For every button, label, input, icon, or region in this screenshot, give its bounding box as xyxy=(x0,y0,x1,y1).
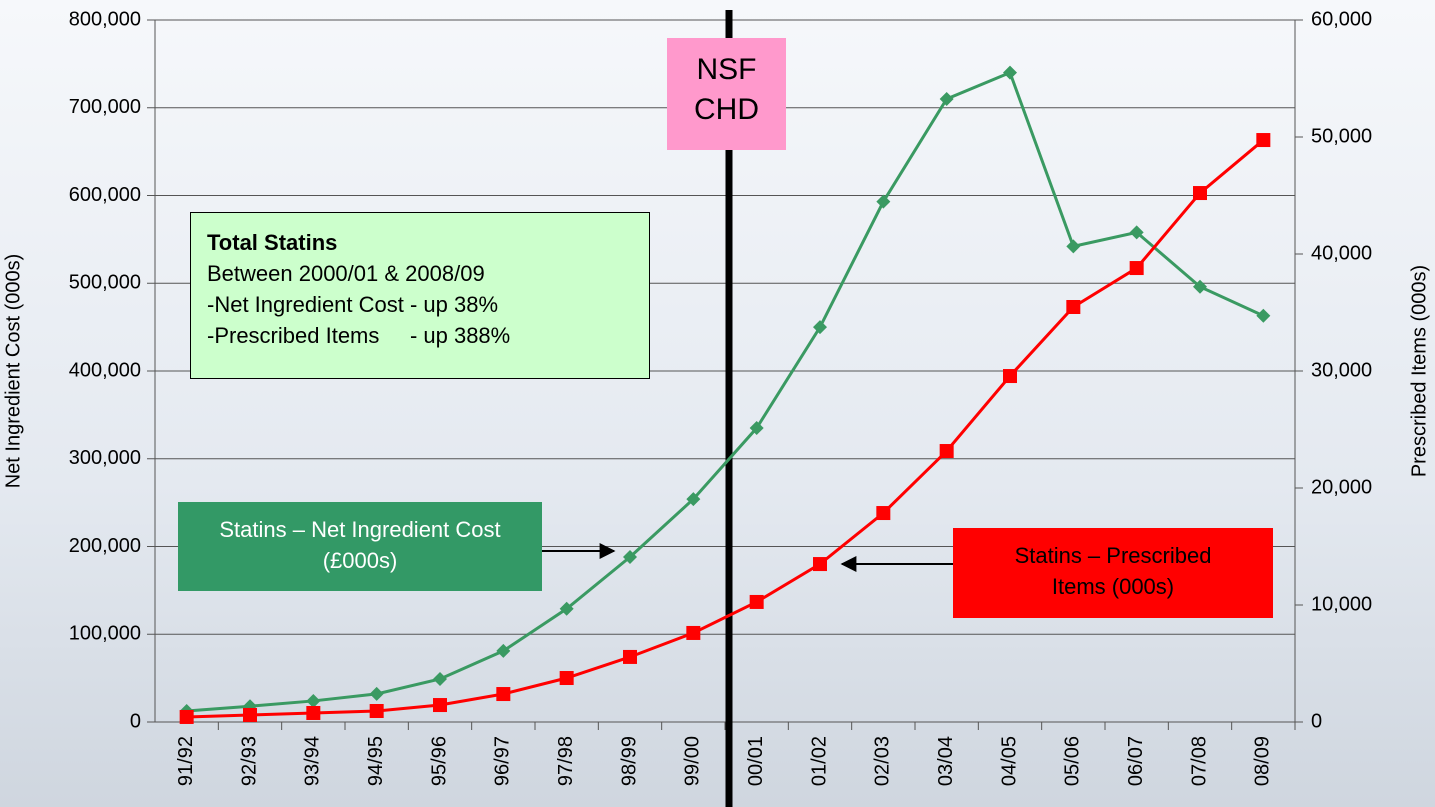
x-tick-label: 92/93 xyxy=(238,736,260,786)
point xyxy=(433,698,447,713)
info-box: Total Statins Between 2000/01 & 2008/09 … xyxy=(190,212,650,379)
info-title: Total Statins xyxy=(207,230,338,255)
point xyxy=(306,693,321,708)
point xyxy=(179,709,194,724)
x-tick-label: 03/04 xyxy=(935,736,957,786)
point xyxy=(623,550,637,565)
x-tick-label: 96/97 xyxy=(492,736,514,786)
y-tick-label: 700,000 xyxy=(69,96,141,118)
point xyxy=(306,705,321,720)
point xyxy=(496,643,511,658)
series-line xyxy=(186,70,1264,713)
point xyxy=(1256,133,1271,148)
x-tick-label: 01/02 xyxy=(808,736,830,786)
y-tick-label: 0 xyxy=(130,710,141,732)
y2-tick-label: 50,000 xyxy=(1311,125,1372,147)
x-tick-label: 93/94 xyxy=(302,736,324,786)
x-tick-label: 06/07 xyxy=(1125,736,1147,786)
nsf-chd-label: NSF CHD xyxy=(667,38,786,150)
point xyxy=(1066,300,1081,315)
info-line: -Net Ingredient Cost - up 38% xyxy=(207,292,499,317)
point xyxy=(496,687,511,702)
x-tick-label: 95/96 xyxy=(428,736,450,786)
x-tick-label: 94/95 xyxy=(365,736,387,786)
y2-tick-label: 30,000 xyxy=(1311,359,1372,381)
point xyxy=(939,444,954,459)
y-tick-label: 800,000 xyxy=(69,8,141,30)
point xyxy=(876,194,891,209)
series-line xyxy=(186,138,1265,719)
point xyxy=(369,686,384,701)
point xyxy=(433,672,447,687)
point xyxy=(369,704,384,719)
y-tick-label: 300,000 xyxy=(69,447,141,469)
y-tick-label: 200,000 xyxy=(69,535,141,557)
y2-axis-label: Prescribed Items (000s) xyxy=(1408,265,1430,477)
y-tick-label: 400,000 xyxy=(69,359,141,381)
point xyxy=(243,707,257,722)
point xyxy=(813,557,827,572)
point xyxy=(813,320,827,335)
y-tick-label: 500,000 xyxy=(69,272,141,294)
series-label: Statins – Net Ingredient Cost (£000s) xyxy=(178,502,542,591)
point xyxy=(1129,225,1144,240)
point xyxy=(1066,239,1081,254)
point xyxy=(1129,261,1144,276)
x-tick-label: 99/00 xyxy=(682,736,704,786)
point xyxy=(1003,369,1017,384)
point xyxy=(559,601,574,616)
point xyxy=(1193,279,1207,294)
point xyxy=(686,492,701,507)
series-label: Statins – Prescribed Items (000s) xyxy=(953,528,1273,618)
point xyxy=(686,625,701,640)
y-axis-label: Net Ingredient Cost (000s) xyxy=(2,254,24,489)
point xyxy=(623,649,637,664)
y-tick-label: 100,000 xyxy=(69,623,141,645)
x-tick-label: 00/01 xyxy=(745,736,767,786)
x-tick-label: 04/05 xyxy=(998,736,1020,786)
y2-tick-label: 40,000 xyxy=(1311,242,1372,264)
y2-tick-label: 20,000 xyxy=(1311,476,1372,498)
point xyxy=(1003,65,1017,80)
info-line: -Prescribed Items - up 388% xyxy=(207,323,511,348)
x-tick-label: 07/08 xyxy=(1188,736,1210,786)
info-line: Between 2000/01 & 2008/09 xyxy=(207,261,485,286)
point xyxy=(939,91,954,106)
x-tick-label: 08/09 xyxy=(1252,736,1274,786)
point xyxy=(1193,186,1207,201)
y2-tick-label: 60,000 xyxy=(1311,8,1372,30)
x-tick-label: 05/06 xyxy=(1062,736,1084,786)
point xyxy=(559,671,574,686)
x-tick-label: 02/03 xyxy=(872,736,894,786)
x-tick-label: 98/99 xyxy=(618,736,640,786)
x-tick-label: 97/98 xyxy=(555,736,577,786)
y-tick-label: 600,000 xyxy=(69,184,141,206)
point xyxy=(749,594,764,609)
point xyxy=(1256,308,1271,323)
y2-tick-label: 10,000 xyxy=(1311,593,1372,615)
marks xyxy=(179,65,1271,724)
y2-tick-label: 0 xyxy=(1311,710,1322,732)
point xyxy=(876,506,891,521)
x-tick-label: 91/92 xyxy=(175,736,197,786)
point xyxy=(749,421,764,436)
